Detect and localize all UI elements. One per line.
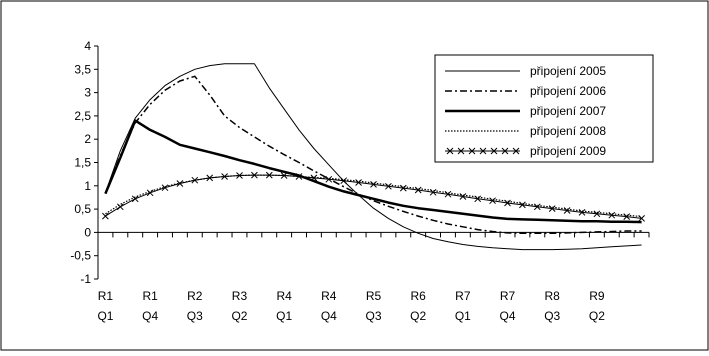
x-tick-label-line1: R1 xyxy=(142,289,158,303)
legend: připojení 2005 připojení 2006 připojení 20… xyxy=(434,54,654,163)
x-tick-label-line2: Q4 xyxy=(321,309,337,323)
y-tick-label: 3,5 xyxy=(74,62,91,76)
x-tick-label-line1: R9 xyxy=(589,289,605,303)
x-tick-label-line1: R3 xyxy=(232,289,248,303)
legend-label: připojení 2006 xyxy=(530,84,606,98)
x-tick-label-line1: R7 xyxy=(455,289,471,303)
y-tick-label: 2 xyxy=(84,132,91,146)
x-tick-label-line2: Q3 xyxy=(544,309,560,323)
x-tick-label-line1: R1 xyxy=(98,289,114,303)
x-tick-label-line1: R8 xyxy=(545,289,561,303)
y-tick-label: 0,5 xyxy=(74,202,91,216)
series-line-3 xyxy=(104,119,642,224)
y-tick-label: 0 xyxy=(84,225,91,239)
y-tick-label: 3 xyxy=(84,86,91,100)
y-tick-label: 1 xyxy=(84,179,91,193)
legend-label: připojení 2005 xyxy=(530,64,606,78)
y-tick-label: 2,5 xyxy=(74,109,91,123)
y-tick-label: 4 xyxy=(84,39,91,53)
series-line-2 xyxy=(104,75,642,235)
x-tick-label-line2: Q4 xyxy=(500,309,516,323)
x-tick-label-line1: R4 xyxy=(276,289,292,303)
x-tick-label-line1: R2 xyxy=(187,289,203,303)
x-tick-label-line2: Q2 xyxy=(589,309,605,323)
x-tick-label-line2: Q3 xyxy=(365,309,381,323)
series-line-1 xyxy=(104,63,642,251)
y-axis: -1 -0,5 0 0,5 1 1,5 2 2,5 3 3,5 4 xyxy=(70,39,99,286)
legend-box xyxy=(434,54,654,163)
x-tick-label-line1: R7 xyxy=(500,289,516,303)
x-tick-label-line2: Q2 xyxy=(231,309,247,323)
x-tick-label-line1: R5 xyxy=(366,289,382,303)
y-tick-label: -1 xyxy=(80,272,91,286)
y-tick-label: 1,5 xyxy=(74,156,91,170)
x-tick-label-line2: Q1 xyxy=(97,309,113,323)
series-lines xyxy=(101,63,646,251)
x-tick-label-line2: Q1 xyxy=(455,309,471,323)
x-axis: R1 Q1 R1 Q4 R2 Q3 R3 Q2 R4 Q1 R4 Q4 R5 Q3 R6 Q2 R7 Q1 R7 Q4… xyxy=(97,231,650,323)
legend-label: připojení 2009 xyxy=(530,144,606,158)
x-tick-label-line2: Q2 xyxy=(410,309,426,323)
legend-label: připojení 2007 xyxy=(530,104,606,118)
x-tick-label-line2: Q1 xyxy=(276,309,292,323)
x-tick-label-line2: Q4 xyxy=(142,309,158,323)
legend-label: připojení 2008 xyxy=(530,124,606,138)
x-tick-label-line1: R4 xyxy=(321,289,337,303)
x-tick-label-line1: R6 xyxy=(411,289,427,303)
x-tick-label-line2: Q3 xyxy=(187,309,203,323)
y-tick-label: -0,5 xyxy=(70,249,91,263)
